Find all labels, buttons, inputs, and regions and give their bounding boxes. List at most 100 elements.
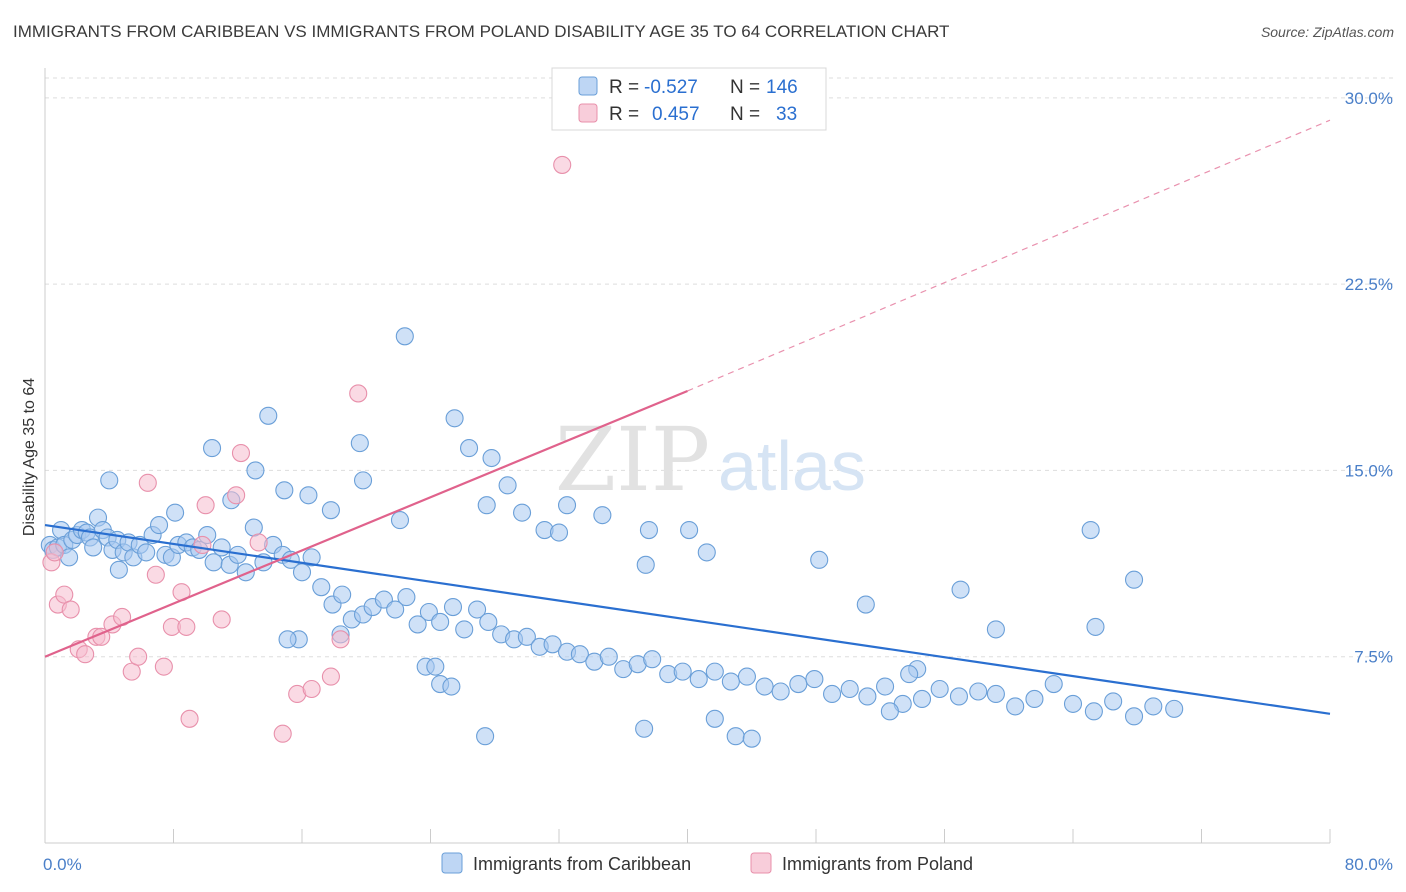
caribbean-point [805, 670, 824, 689]
caribbean-point [721, 672, 740, 691]
caribbean-point [1006, 697, 1025, 716]
caribbean-point [275, 481, 294, 500]
legend-r-value: 0.457 [652, 104, 700, 125]
caribbean-point [476, 727, 495, 746]
y-tick-label: 30.0% [1345, 89, 1393, 108]
caribbean-point [137, 543, 156, 562]
caribbean-point [443, 597, 463, 617]
caribbean-point [599, 647, 618, 666]
watermark: ZIP atlas [555, 408, 866, 511]
caribbean-point [212, 538, 231, 557]
caribbean-point [166, 503, 185, 522]
caribbean-point [386, 600, 405, 619]
caribbean-point [246, 461, 265, 480]
caribbean-point [259, 406, 278, 425]
caribbean-point [771, 682, 790, 701]
poland-point [553, 155, 572, 174]
caribbean-point [856, 595, 875, 614]
caribbean-point [498, 476, 517, 495]
caribbean-point [705, 709, 724, 728]
poland-point [122, 662, 141, 681]
caribbean-point [1063, 694, 1083, 713]
poland-point [249, 533, 268, 552]
caribbean-point [395, 327, 414, 346]
caribbean-point [876, 677, 895, 696]
caribbean-point [321, 501, 340, 520]
poland-point [227, 486, 246, 505]
caribbean-point [635, 719, 654, 738]
legend-n-label: N = [730, 77, 760, 98]
caribbean-point [442, 677, 461, 696]
poland-point [180, 709, 199, 728]
caribbean-point [880, 702, 899, 721]
caribbean-point [333, 585, 352, 604]
caribbean-point [477, 496, 496, 515]
caribbean-point [636, 555, 655, 574]
legend-r-label: R = [609, 77, 639, 98]
caribbean-point [755, 677, 774, 696]
caribbean-point [1081, 520, 1100, 540]
caribbean-point [840, 679, 859, 699]
legend-r-label: R = [609, 104, 639, 125]
poland-point [61, 600, 80, 619]
poland-point [177, 617, 196, 636]
caribbean-point [426, 657, 445, 676]
poland-point [55, 585, 74, 604]
stats-legend-box [551, 67, 827, 131]
caribbean-point [1144, 697, 1163, 716]
y-tick-label: 7.5% [1354, 648, 1393, 667]
caribbean-point [203, 439, 222, 458]
caribbean-point [1025, 689, 1044, 708]
caribbean-point [84, 538, 103, 557]
caribbean-point [1124, 570, 1144, 589]
poland-point [138, 473, 157, 492]
legend-n-value: 33 [776, 104, 797, 125]
legend-n-value: 146 [766, 77, 798, 98]
series-legend-label-poland: Immigrants from Poland [782, 854, 973, 874]
caribbean-trend-line [44, 523, 1331, 715]
caribbean-point [789, 674, 808, 694]
caribbean-point [1044, 674, 1063, 694]
caribbean-point [969, 682, 988, 701]
poland-point [349, 384, 368, 403]
legend-swatch-caribbean [578, 76, 598, 96]
caribbean-point [292, 563, 312, 582]
poland-trend-extension [687, 119, 1331, 392]
y-tick-label: 15.0% [1345, 461, 1393, 480]
caribbean-point [900, 665, 919, 684]
poland-point [76, 645, 95, 664]
caribbean-point [549, 523, 569, 542]
poland-trend-line [44, 389, 688, 658]
poland-point [212, 610, 231, 629]
caribbean-point [1165, 699, 1184, 718]
caribbean-point [986, 684, 1005, 704]
x-tick-label-min: 0.0% [43, 855, 82, 874]
poland-point [302, 679, 321, 699]
poland-point [321, 667, 340, 686]
stats-legend: R = -0.527 N = 146 R = 0.457 N = 33 [551, 67, 827, 131]
caribbean-point [431, 612, 450, 631]
poland-point [45, 543, 64, 562]
caribbean-point [408, 615, 427, 634]
caribbean-point [986, 620, 1005, 639]
caribbean-point [697, 543, 716, 562]
caribbean-point [100, 471, 119, 490]
caribbean-point [726, 727, 745, 746]
poland-point [196, 496, 215, 515]
caribbean-point [570, 645, 589, 664]
caribbean-point [445, 409, 464, 428]
caribbean-point [1104, 692, 1123, 711]
caribbean-point [459, 439, 479, 458]
legend-n-label: N = [730, 104, 760, 125]
caribbean-point [390, 511, 410, 530]
legend-swatch-poland [578, 103, 598, 123]
caribbean-point [353, 471, 373, 490]
caribbean-point [517, 627, 536, 646]
poland-point [154, 657, 173, 676]
y-axis-title: Disability Age 35 to 64 [21, 378, 38, 536]
caribbean-point [204, 553, 223, 572]
caribbean-point [593, 506, 612, 525]
caribbean-point [1084, 702, 1103, 721]
tick-labels: 0.0% 80.0% 7.5% 15.0% 22.5% 30.0% [43, 89, 1393, 874]
